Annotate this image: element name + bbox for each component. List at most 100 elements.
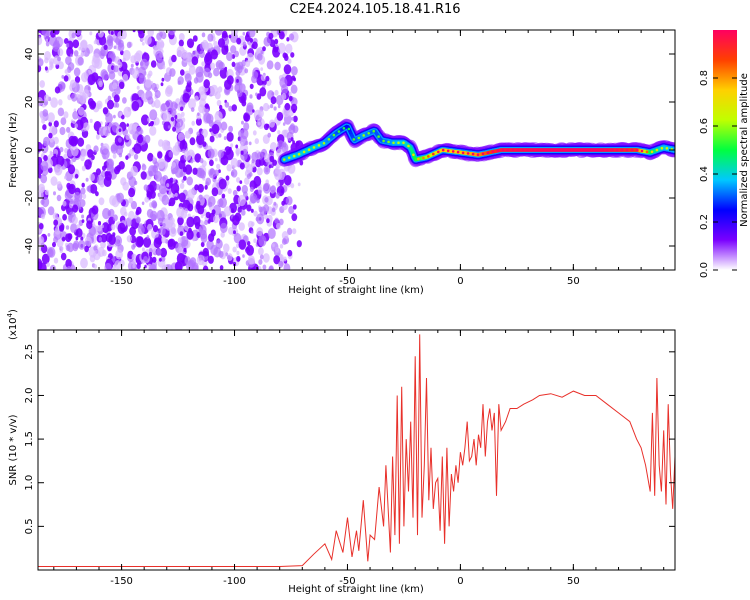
noise-blob — [291, 213, 298, 222]
noise-blob — [65, 244, 71, 252]
noise-blob — [160, 247, 167, 258]
ridge-point — [422, 156, 425, 160]
noise-blob — [236, 185, 241, 192]
noise-blob — [77, 137, 85, 147]
noise-blob — [65, 258, 72, 268]
colorbar-tick-label: 0.6 — [699, 118, 710, 134]
snr-xtick-label: 0 — [457, 576, 463, 587]
noise-blob — [113, 114, 116, 119]
noise-blob — [188, 98, 196, 110]
noise-blob — [175, 122, 181, 129]
noise-blob — [74, 191, 81, 200]
noise-blob — [221, 30, 228, 39]
ridge-point — [501, 148, 505, 152]
noise-blob — [239, 180, 243, 185]
noise-blob — [209, 159, 214, 167]
noise-blob — [53, 219, 59, 226]
noise-blob — [191, 56, 199, 66]
colorbar-tick-label: 0.8 — [699, 70, 710, 86]
noise-blob — [141, 93, 147, 101]
noise-blob — [274, 217, 280, 224]
noise-blob — [84, 159, 92, 170]
noise-blob — [208, 120, 214, 127]
noise-blob — [57, 48, 64, 57]
noise-blob — [115, 249, 123, 260]
noise-blob — [213, 67, 220, 77]
noise-blob — [202, 247, 209, 257]
ridge-point — [387, 140, 390, 144]
noise-blob — [117, 30, 124, 40]
snr-ytick-label: 0.5 — [24, 518, 35, 534]
noise-blob — [79, 40, 88, 51]
noise-blob — [81, 182, 85, 188]
noise-blob — [182, 175, 187, 181]
noise-blob — [155, 183, 161, 190]
noise-blob — [65, 56, 72, 66]
noise-blob — [147, 73, 151, 79]
noise-blob — [293, 77, 296, 82]
noise-blob — [290, 52, 295, 58]
noise-blob — [149, 109, 158, 121]
noise-blob — [70, 92, 78, 102]
noise-blob — [214, 30, 223, 36]
noise-blob — [57, 56, 61, 62]
ridge-point — [412, 153, 415, 157]
noise-blob — [288, 33, 295, 41]
noise-blob — [38, 190, 44, 200]
noise-blob — [218, 133, 222, 138]
noise-blob — [44, 189, 50, 196]
noise-blob — [169, 68, 176, 77]
noise-blob — [199, 229, 207, 240]
noise-blob — [110, 223, 116, 231]
noise-blob — [253, 210, 258, 217]
noise-blob — [266, 123, 270, 129]
colorbar-gradient — [713, 30, 737, 270]
noise-blob — [132, 263, 136, 269]
noise-blob — [154, 90, 161, 99]
noise-blob — [219, 104, 223, 110]
noise-blob — [279, 244, 284, 249]
noise-blob — [291, 66, 298, 76]
noise-blob — [177, 225, 186, 237]
noise-blob — [278, 31, 285, 40]
noise-blob — [203, 112, 212, 124]
noise-blob — [158, 183, 167, 195]
noise-blob — [153, 161, 159, 169]
noise-blob — [230, 143, 234, 148]
ridge-point — [645, 150, 649, 154]
ridge-point — [640, 149, 644, 153]
noise-blob — [249, 172, 253, 177]
noise-blob — [64, 69, 69, 74]
noise-blob — [100, 240, 106, 249]
noise-blob — [68, 135, 76, 146]
noise-blob — [260, 67, 264, 71]
noise-blob — [278, 260, 284, 268]
noise-blob — [184, 130, 191, 139]
ridge-point — [655, 148, 659, 152]
noise-region — [38, 30, 304, 270]
noise-blob — [214, 157, 218, 162]
noise-blob — [284, 102, 291, 111]
spectrogram-ytick-label: -40 — [24, 238, 35, 254]
noise-blob — [161, 236, 167, 244]
noise-blob — [151, 200, 158, 209]
noise-blob — [162, 111, 171, 122]
noise-blob — [210, 84, 219, 96]
noise-blob — [147, 96, 154, 105]
noise-blob — [170, 116, 175, 122]
noise-blob — [281, 93, 287, 100]
noise-blob — [270, 103, 274, 109]
noise-blob — [182, 92, 190, 103]
noise-blob — [53, 257, 59, 264]
noise-blob — [194, 222, 201, 230]
noise-blob — [84, 245, 89, 253]
noise-blob — [205, 52, 212, 62]
noise-blob — [287, 58, 292, 64]
noise-blob — [277, 42, 286, 54]
noise-blob — [71, 216, 78, 225]
noise-blob — [235, 149, 240, 155]
noise-blob — [288, 95, 293, 102]
noise-blob — [38, 141, 43, 153]
noise-blob — [59, 224, 65, 232]
noise-blob — [166, 183, 170, 188]
